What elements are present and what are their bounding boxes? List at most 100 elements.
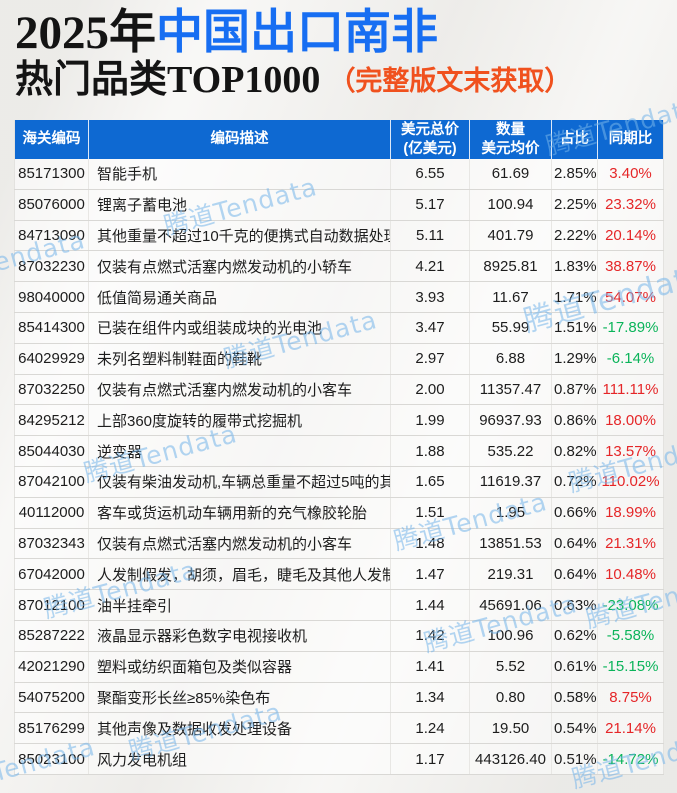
cell-desc: 客车或货运机动车辆用新的充气橡胶轮胎	[88, 497, 391, 529]
cell-total: 3.93	[390, 281, 470, 313]
cell-code: 98040000	[14, 281, 89, 313]
title-line2: 热门品类TOP1000 （完整版文末获取）	[15, 59, 571, 102]
cell-total: 1.47	[390, 558, 470, 591]
cell-avg: 6.88	[469, 343, 552, 375]
cell-avg: 11619.37	[469, 466, 552, 498]
cell-share: 1.29%	[551, 343, 598, 375]
cell-code: 84713090	[14, 220, 89, 252]
cell-yoy: 3.40%	[597, 159, 664, 190]
cell-share: 2.25%	[551, 189, 598, 221]
cell-total: 1.88	[390, 435, 470, 467]
cell-code: 87012100	[14, 589, 89, 621]
cell-desc: 未列名塑料制鞋面的鞋靴	[88, 343, 391, 375]
cell-desc: 逆变器	[88, 435, 391, 467]
table-row: 67042000 人发制假发，胡须，眉毛，睫毛及其他人发制品 1.47 219.31 0…	[14, 558, 664, 591]
cell-yoy: 23.32%	[597, 189, 664, 221]
table-row: 87032343 仅装有点燃式活塞内燃发动机的小客车 1.48 13851.53 0.6…	[14, 528, 664, 560]
cell-avg: 11.67	[469, 281, 552, 313]
table-row: 40112000 客车或货运机动车辆用新的充气橡胶轮胎 1.51 1.95 0.66% 1…	[14, 497, 664, 529]
cell-yoy: -5.58%	[597, 620, 664, 652]
cell-share: 0.54%	[551, 712, 598, 745]
cell-avg: 1.95	[469, 497, 552, 529]
cell-total: 1.44	[390, 589, 470, 621]
cell-desc: 其他重量不超过10千克的便携式自动数据处理设备	[88, 220, 391, 252]
cell-share: 2.22%	[551, 220, 598, 252]
cell-total: 1.65	[390, 466, 470, 498]
cell-desc: 聚酯变形长丝≥85%染色布	[88, 682, 391, 714]
cell-avg: 13851.53	[469, 528, 552, 560]
cell-code: 54075200	[14, 682, 89, 714]
title-highlight: 中国出口南非	[156, 7, 438, 59]
cell-avg: 19.50	[469, 712, 552, 745]
cell-yoy: -23.08%	[597, 589, 664, 621]
cell-avg: 535.22	[469, 435, 552, 467]
cell-total: 1.34	[390, 682, 470, 714]
cell-total: 1.99	[390, 404, 470, 437]
cell-total: 1.42	[390, 620, 470, 652]
table-row: 87042100仅装有柴油发动机,车辆总重量不超过5吨的其他货车1.651161…	[14, 466, 664, 498]
cell-avg: 401.79	[469, 220, 552, 252]
table-row: 85414300 已装在组件内或组装成块的光电池 3.47 55.99 1.51% -17…	[14, 312, 664, 344]
cell-share: 0.86%	[551, 404, 598, 437]
table-row: 85023100 风力发电机组 1.17 443126.40 0.51% -14.72%	[14, 743, 664, 775]
cell-code: 87032343	[14, 528, 89, 560]
cell-share: 2.85%	[551, 159, 598, 190]
cell-desc: 塑料或纺织面箱包及类似容器	[88, 651, 391, 683]
cell-desc: 智能手机	[88, 159, 391, 190]
column-header-share: 占比	[551, 120, 598, 159]
cell-total: 2.97	[390, 343, 470, 375]
cell-share: 0.66%	[551, 497, 598, 529]
cell-desc: 风力发电机组	[88, 743, 391, 775]
table-row: 84295212 上部360度旋转的履带式挖掘机 1.99 96937.93 0.86%…	[14, 404, 664, 437]
table-row: 42021290 塑料或纺织面箱包及类似容器 1.41 5.52 0.61% -15.15…	[14, 651, 664, 683]
title-prefix: 2025年	[15, 7, 156, 59]
cell-code: 85287222	[14, 620, 89, 652]
cell-desc: 已装在组件内或组装成块的光电池	[88, 312, 391, 344]
table-row: 85287222 液晶显示器彩色数字电视接收机 1.42 100.96 0.62% -5.…	[14, 620, 664, 652]
cell-code: 85044030	[14, 435, 89, 467]
cell-total: 5.11	[390, 220, 470, 252]
cell-total: 4.21	[390, 250, 470, 283]
cell-desc: 仅装有点燃式活塞内燃发动机的小客车	[88, 374, 391, 406]
cell-code: 85076000	[14, 189, 89, 221]
cell-yoy: -15.15%	[597, 651, 664, 683]
cell-code: 85176299	[14, 712, 89, 745]
column-header-code: 海关编码	[14, 120, 89, 159]
cell-code: 85414300	[14, 312, 89, 344]
cell-yoy: -17.89%	[597, 312, 664, 344]
cell-desc: 仅装有柴油发动机,车辆总重量不超过5吨的其他货车	[88, 466, 391, 498]
table-header-row: 海关编码 编码描述 美元总价 (亿美元) 数量 美元均价 占比 同期比	[14, 120, 664, 159]
cell-share: 0.64%	[551, 558, 598, 591]
cell-avg: 219.31	[469, 558, 552, 591]
cell-share: 0.64%	[551, 528, 598, 560]
cell-avg: 443126.40	[469, 743, 552, 775]
cell-total: 1.17	[390, 743, 470, 775]
table-row: 85044030 逆变器 1.88 535.22 0.82% 13.57%	[14, 435, 664, 467]
cell-desc: 仅装有点燃式活塞内燃发动机的小轿车	[88, 250, 391, 283]
page-title: 2025年中国出口南非 热门品类TOP1000 （完整版文末获取）	[15, 8, 571, 101]
cell-share: 0.63%	[551, 589, 598, 621]
cell-yoy: 13.57%	[597, 435, 664, 467]
cell-desc: 人发制假发，胡须，眉毛，睫毛及其他人发制品	[88, 558, 391, 591]
cell-avg: 5.52	[469, 651, 552, 683]
cell-desc: 油半挂牵引	[88, 589, 391, 621]
cell-avg: 0.80	[469, 682, 552, 714]
table-row: 85076000 锂离子蓄电池 5.17 100.94 2.25% 23.32%	[14, 189, 664, 221]
cell-code: 67042000	[14, 558, 89, 591]
cell-share: 0.62%	[551, 620, 598, 652]
cell-code: 85023100	[14, 743, 89, 775]
cell-yoy: 110.02%	[597, 466, 664, 498]
cell-share: 0.72%	[551, 466, 598, 498]
cell-yoy: 38.87%	[597, 250, 664, 283]
table-header: 海关编码 编码描述 美元总价 (亿美元) 数量 美元均价 占比 同期比	[14, 120, 664, 159]
cell-share: 1.71%	[551, 281, 598, 313]
cell-share: 0.61%	[551, 651, 598, 683]
cell-total: 3.47	[390, 312, 470, 344]
cell-avg: 100.94	[469, 189, 552, 221]
cell-yoy: 18.99%	[597, 497, 664, 529]
table-row: 85171300 智能手机 6.55 61.69 2.85% 3.40%	[14, 159, 664, 190]
cell-total: 5.17	[390, 189, 470, 221]
table-row: 54075200 聚酯变形长丝≥85%染色布 1.34 0.80 0.58% 8.75%	[14, 682, 664, 714]
cell-desc: 低值简易通关商品	[88, 281, 391, 313]
